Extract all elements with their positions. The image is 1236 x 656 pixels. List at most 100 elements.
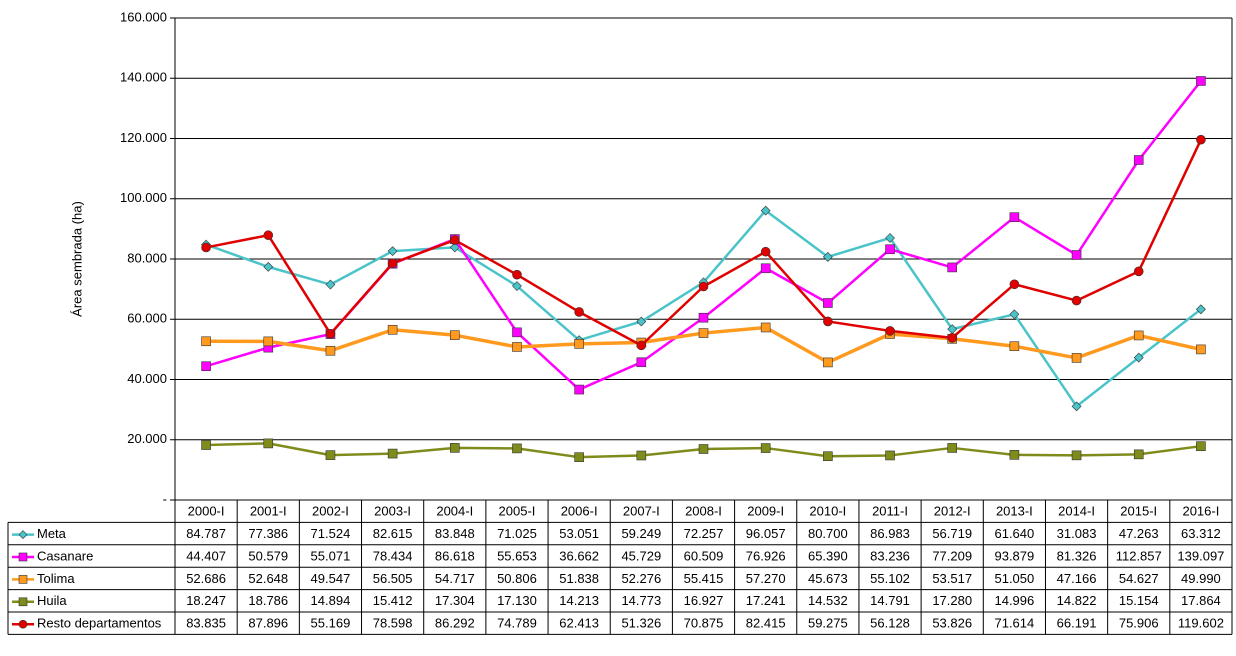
marker <box>18 575 28 584</box>
x-tick-label: 2008-I <box>685 504 722 519</box>
data-label: 84.787 <box>186 526 226 541</box>
data-label: 44.407 <box>186 548 226 563</box>
marker <box>387 448 398 459</box>
data-label: 55.071 <box>311 548 351 563</box>
marker <box>885 244 895 255</box>
data-label: 14.894 <box>311 593 351 608</box>
marker <box>885 450 895 461</box>
data-label: 83.848 <box>435 526 475 541</box>
marker <box>263 261 274 272</box>
marker <box>201 361 211 372</box>
data-label: 62.413 <box>559 616 599 631</box>
data-label: 17.241 <box>746 593 786 608</box>
marker <box>760 443 771 453</box>
data-label: 75.906 <box>1119 616 1159 631</box>
x-tick-label: 2012-I <box>934 504 971 519</box>
marker <box>823 357 833 368</box>
marker <box>574 452 584 462</box>
marker <box>512 327 522 338</box>
data-label: 17.130 <box>497 593 537 608</box>
data-label: 31.083 <box>1057 526 1097 541</box>
data-label: 49.990 <box>1181 571 1221 586</box>
marker <box>18 530 28 540</box>
x-tick-label: 2003-I <box>374 504 411 519</box>
marker <box>574 307 584 317</box>
marker <box>885 233 895 243</box>
marker <box>823 451 833 462</box>
data-label: 15.154 <box>1119 593 1159 608</box>
x-tick-label: 2001-I <box>250 504 287 519</box>
marker <box>325 329 336 339</box>
data-label: 53.826 <box>932 616 972 631</box>
data-label: 93.879 <box>994 548 1034 563</box>
data-label: 82.615 <box>373 526 413 541</box>
marker <box>885 326 895 336</box>
marker <box>1071 450 1082 461</box>
marker <box>698 328 709 338</box>
marker <box>512 281 522 291</box>
marker <box>1071 353 1082 363</box>
marker <box>325 279 336 290</box>
marker <box>1009 450 1020 460</box>
marker <box>512 342 522 352</box>
marker <box>18 597 28 607</box>
marker <box>636 450 647 461</box>
marker <box>1009 309 1020 320</box>
marker <box>1196 76 1206 86</box>
data-label: 78.434 <box>373 548 413 563</box>
data-label: 18.247 <box>186 593 226 608</box>
marker <box>1133 266 1144 277</box>
data-label: 63.312 <box>1181 526 1221 541</box>
marker <box>698 281 709 292</box>
data-label: 86.618 <box>435 548 475 563</box>
marker <box>1133 449 1144 460</box>
data-label: 87.896 <box>248 616 288 631</box>
legend-label: Meta <box>37 526 67 541</box>
data-label: 53.517 <box>932 571 972 586</box>
legend-label: Huila <box>37 593 67 608</box>
data-label: 61.640 <box>994 526 1034 541</box>
data-label: 50.579 <box>248 548 288 563</box>
data-label: 74.789 <box>497 616 537 631</box>
marker <box>1071 250 1082 260</box>
marker <box>1071 295 1082 306</box>
marker <box>449 242 460 253</box>
data-label: 18.786 <box>248 593 288 608</box>
marker <box>947 333 958 343</box>
legend-label: Tolima <box>37 571 75 586</box>
data-label: 56.505 <box>373 571 413 586</box>
data-label: 77.209 <box>932 548 972 563</box>
data-label: 51.838 <box>559 571 599 586</box>
data-label: 71.025 <box>497 526 537 541</box>
data-label: 15.412 <box>373 593 413 608</box>
data-label: 57.270 <box>746 571 786 586</box>
data-label: 45.729 <box>621 548 661 563</box>
data-label: 14.791 <box>870 593 910 608</box>
data-label: 82.415 <box>746 616 786 631</box>
y-tick-label: - <box>163 491 167 506</box>
data-label: 52.276 <box>621 571 661 586</box>
data-label: 72.257 <box>684 526 724 541</box>
data-label: 81.326 <box>1057 548 1097 563</box>
marker <box>1009 341 1020 352</box>
x-tick-label: 2010-I <box>809 504 846 519</box>
marker <box>512 269 522 280</box>
marker <box>822 251 833 262</box>
y-tick-label: 40.000 <box>127 371 167 386</box>
marker <box>263 230 274 241</box>
marker <box>387 258 398 269</box>
marker <box>1009 279 1020 290</box>
data-label: 139.097 <box>1177 548 1224 563</box>
data-label: 17.280 <box>932 593 972 608</box>
marker <box>1195 304 1206 315</box>
y-tick-label: 140.000 <box>120 70 167 85</box>
marker <box>636 316 647 327</box>
data-label: 77.386 <box>248 526 288 541</box>
data-label: 14.213 <box>559 593 599 608</box>
data-label: 76.926 <box>746 548 786 563</box>
x-tick-label: 2009-I <box>747 504 784 519</box>
marker <box>387 324 398 335</box>
x-tick-label: 2011-I <box>872 504 908 519</box>
x-tick-label: 2013-I <box>996 504 1033 519</box>
marker <box>1009 212 1020 222</box>
